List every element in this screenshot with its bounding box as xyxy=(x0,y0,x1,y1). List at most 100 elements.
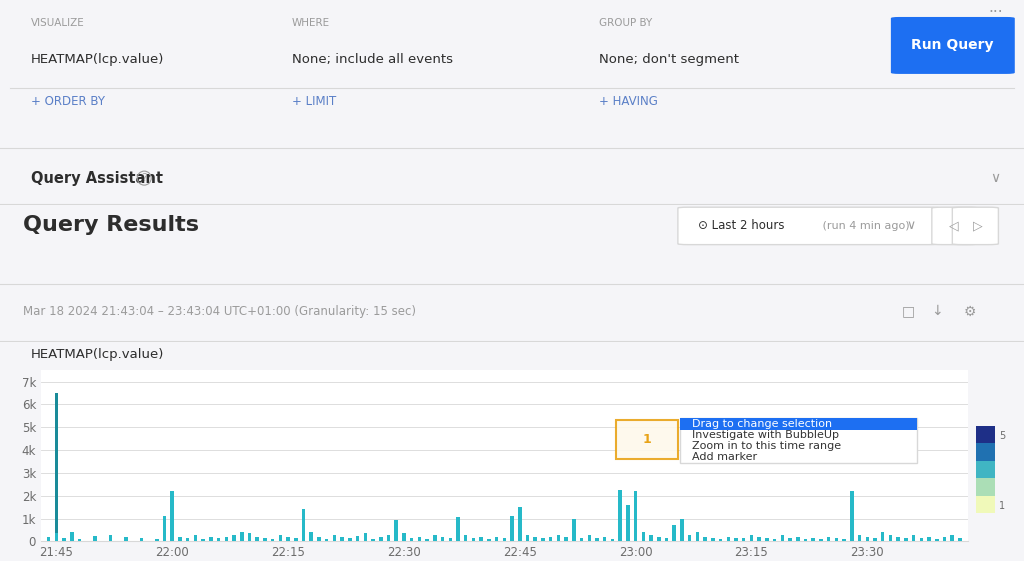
Bar xyxy=(788,538,792,541)
Bar xyxy=(773,539,776,541)
Bar xyxy=(703,537,707,541)
Bar xyxy=(355,536,359,541)
Bar xyxy=(194,535,198,541)
Bar xyxy=(618,490,622,541)
Text: Run Query: Run Query xyxy=(911,39,993,52)
Bar xyxy=(610,539,614,541)
Bar xyxy=(616,420,678,459)
Bar xyxy=(804,539,807,541)
Bar xyxy=(549,537,552,541)
Bar xyxy=(232,535,236,541)
Bar xyxy=(124,537,128,541)
Bar xyxy=(255,537,259,541)
Bar xyxy=(163,516,166,541)
Text: ⚙: ⚙ xyxy=(964,305,976,318)
Bar xyxy=(240,532,244,541)
Bar xyxy=(843,539,846,541)
Text: HEATMAP(lcp.value): HEATMAP(lcp.value) xyxy=(31,53,164,66)
Bar xyxy=(780,535,784,541)
Bar xyxy=(904,538,907,541)
Text: ···: ··· xyxy=(988,4,1002,20)
Bar xyxy=(765,538,769,541)
Bar xyxy=(325,539,329,541)
Bar xyxy=(518,507,521,541)
Bar xyxy=(348,538,351,541)
Bar xyxy=(673,526,676,541)
Bar xyxy=(850,491,854,541)
Bar xyxy=(309,532,313,541)
Bar xyxy=(796,537,800,541)
Bar xyxy=(433,535,436,541)
Bar xyxy=(858,535,861,541)
Bar xyxy=(896,537,900,541)
Bar xyxy=(340,537,344,541)
Bar xyxy=(178,537,181,541)
Text: None; don't segment: None; don't segment xyxy=(599,53,739,66)
Bar xyxy=(657,537,660,541)
Bar xyxy=(726,537,730,541)
Bar xyxy=(464,535,468,541)
Text: + LIMIT: + LIMIT xyxy=(292,95,336,108)
Bar xyxy=(317,537,321,541)
Bar xyxy=(626,505,630,541)
Bar xyxy=(410,538,414,541)
Bar xyxy=(418,537,421,541)
Bar xyxy=(935,539,939,541)
Bar xyxy=(487,539,490,541)
Bar xyxy=(263,538,266,541)
Bar xyxy=(881,532,885,541)
FancyBboxPatch shape xyxy=(952,207,998,245)
Bar xyxy=(680,518,684,541)
Bar xyxy=(495,537,499,541)
Bar xyxy=(865,537,869,541)
Bar xyxy=(811,538,815,541)
Bar xyxy=(742,538,745,541)
Bar xyxy=(217,538,220,541)
Bar xyxy=(680,418,916,463)
Bar xyxy=(294,538,298,541)
Bar xyxy=(457,517,460,541)
Text: ▷: ▷ xyxy=(973,219,982,232)
Bar xyxy=(695,532,699,541)
Bar xyxy=(688,535,691,541)
Bar xyxy=(170,491,174,541)
Text: + ORDER BY: + ORDER BY xyxy=(31,95,104,108)
Bar xyxy=(62,538,66,541)
Bar xyxy=(109,535,113,541)
Bar xyxy=(835,538,839,541)
Text: VISUALIZE: VISUALIZE xyxy=(31,18,84,28)
Bar xyxy=(564,537,568,541)
FancyBboxPatch shape xyxy=(891,17,1015,74)
Bar xyxy=(202,539,205,541)
Bar xyxy=(920,538,923,541)
Bar xyxy=(209,537,213,541)
Text: Zoom in to this time range: Zoom in to this time range xyxy=(691,441,841,451)
Bar xyxy=(387,535,390,541)
Bar xyxy=(139,538,143,541)
Text: + HAVING: + HAVING xyxy=(599,95,657,108)
Bar xyxy=(479,537,483,541)
Text: GROUP BY: GROUP BY xyxy=(599,18,652,28)
Bar xyxy=(54,393,58,541)
Bar xyxy=(950,535,954,541)
Bar xyxy=(734,538,737,541)
Bar xyxy=(279,535,283,541)
Text: ∨: ∨ xyxy=(903,219,916,232)
Bar xyxy=(503,538,506,541)
Text: ∨: ∨ xyxy=(990,171,1000,185)
Bar xyxy=(928,537,931,541)
FancyBboxPatch shape xyxy=(932,207,978,245)
Bar xyxy=(287,537,290,541)
Text: ◁: ◁ xyxy=(949,219,958,232)
Text: 1: 1 xyxy=(643,433,651,447)
Bar xyxy=(819,539,822,541)
Bar xyxy=(186,538,189,541)
Bar xyxy=(54,534,58,541)
Bar xyxy=(440,537,444,541)
Text: WHERE: WHERE xyxy=(292,18,330,28)
FancyBboxPatch shape xyxy=(678,207,939,245)
Bar xyxy=(510,516,514,541)
Bar xyxy=(70,532,74,541)
Bar xyxy=(572,518,575,541)
Bar xyxy=(873,538,877,541)
